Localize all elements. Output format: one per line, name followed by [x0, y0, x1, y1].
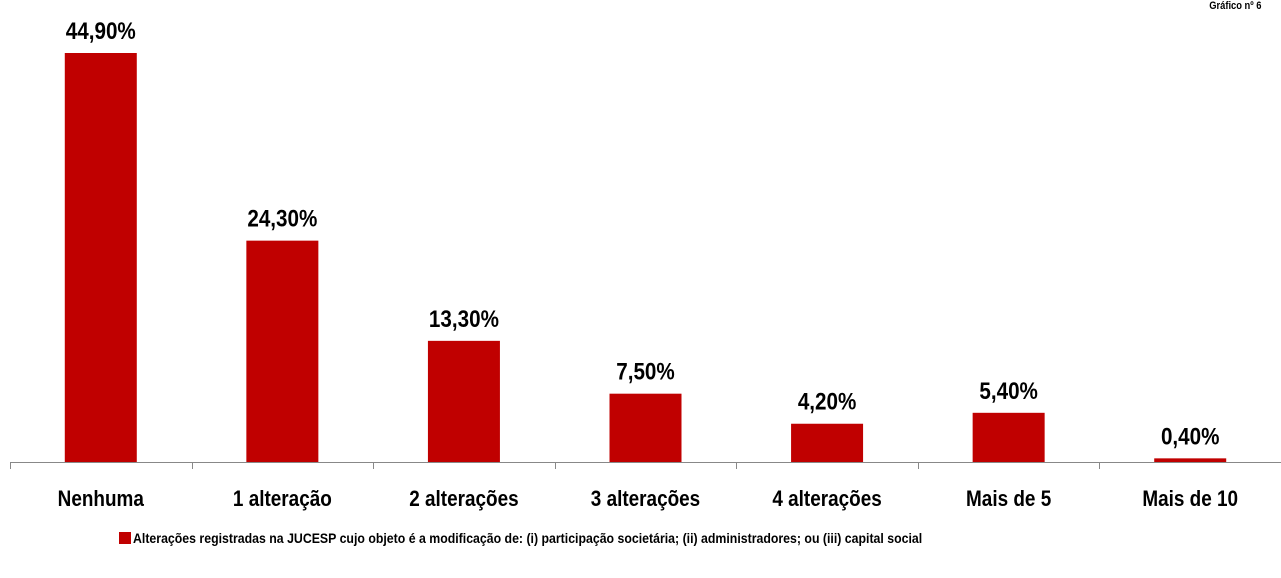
data-label: 5,40%	[979, 378, 1038, 405]
x-tick-label: 1 alteração	[233, 486, 332, 511]
x-tick-label: 2 alterações	[409, 486, 518, 511]
x-axis: Nenhuma 1 alteração 2 alterações 3 alteraçõ…	[10, 462, 1281, 511]
x-tick-label: 3 alterações	[591, 486, 700, 511]
data-label: 44,90%	[66, 18, 136, 45]
bar	[1154, 458, 1227, 462]
data-label: 7,50%	[616, 359, 675, 386]
x-tick-label: 4 alterações	[772, 486, 881, 511]
bar	[64, 53, 137, 462]
data-label: 24,30%	[247, 206, 317, 233]
bar	[609, 393, 682, 462]
data-label: 13,30%	[429, 306, 499, 333]
x-tick-label: Nenhuma	[58, 486, 145, 511]
x-tick-label: Mais de 5	[966, 486, 1051, 511]
data-label: 0,40%	[1161, 423, 1220, 450]
data-labels-layer: 44,90% 24,30% 13,30% 7,50% 4,20% 5,40% 0,40%	[66, 18, 1220, 450]
bar	[246, 240, 319, 462]
bar	[791, 423, 864, 462]
bar	[972, 412, 1045, 462]
bars-layer	[64, 53, 1227, 462]
bar	[427, 340, 500, 462]
legend-swatch	[119, 532, 131, 544]
x-tick-label: Mais de 10	[1142, 486, 1238, 511]
legend-label: Alterações registradas na JUCESP cujo ob…	[133, 530, 923, 546]
data-label: 4,20%	[798, 389, 857, 416]
figure-label: Gráfico nº 6	[1208, 0, 1261, 12]
legend: Alterações registradas na JUCESP cujo ob…	[119, 528, 1030, 548]
